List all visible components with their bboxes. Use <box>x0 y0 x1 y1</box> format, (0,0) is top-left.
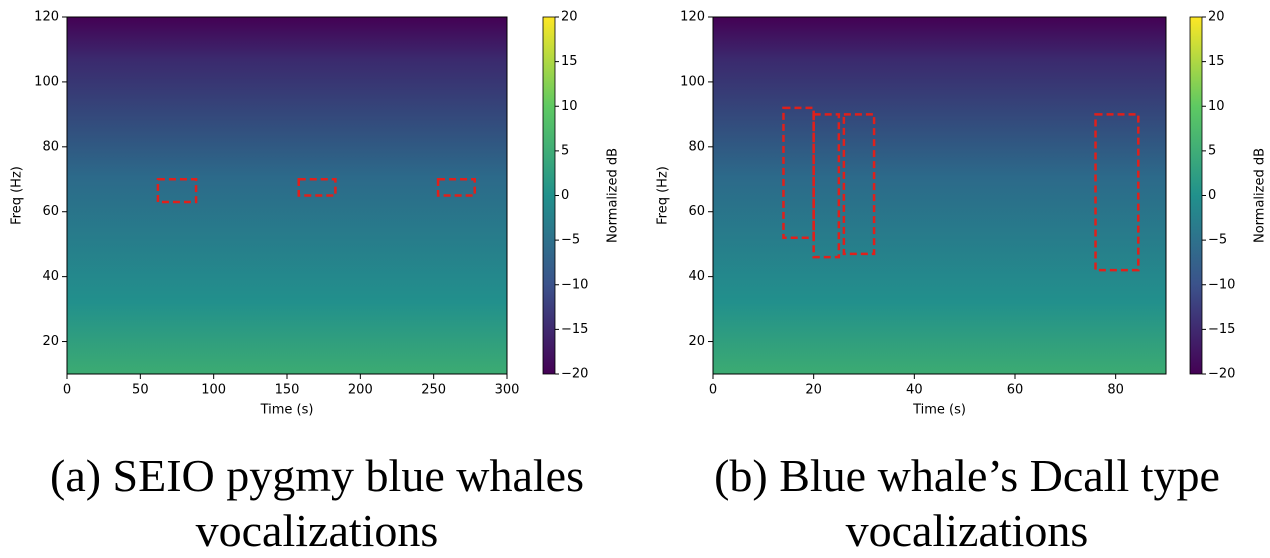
x-tick-label: 40 <box>906 383 923 398</box>
spectrogram-image <box>67 17 507 374</box>
y-tick-label: 60 <box>42 204 59 219</box>
colorbar <box>542 16 556 375</box>
y-axis-label: Freq (Hz) <box>10 166 25 225</box>
colorbar-tick-label: 5 <box>561 143 569 158</box>
colorbar-tick-label: −15 <box>1208 322 1235 337</box>
colorbar-label: Normalized dB <box>606 148 621 243</box>
x-axis-label: Time (s) <box>912 403 966 418</box>
y-tick-label: 120 <box>680 10 705 25</box>
colorbar-tick-label: 5 <box>1208 143 1216 158</box>
y-tick-label: 40 <box>42 269 59 284</box>
x-tick-label: 200 <box>348 383 373 398</box>
colorbar-tick-label: −20 <box>1208 367 1235 382</box>
y-tick-label: 120 <box>34 10 59 25</box>
y-tick-label: 60 <box>688 204 705 219</box>
detection-box <box>156 178 198 204</box>
detection-box <box>842 113 876 256</box>
spectrogram-image <box>713 17 1166 374</box>
y-axis-label: Freq (Hz) <box>656 166 671 225</box>
detection-box <box>782 106 815 239</box>
x-tick-label: 250 <box>421 383 446 398</box>
detection-box <box>1094 113 1140 272</box>
colorbar-tick-label: −5 <box>1208 233 1227 248</box>
colorbar-tick-label: −5 <box>561 233 580 248</box>
y-tick-label: 20 <box>42 334 59 349</box>
y-tick-label: 100 <box>34 74 59 89</box>
colorbar-tick-label: 15 <box>1208 54 1225 69</box>
colorbar-label: Normalized dB <box>1253 148 1268 243</box>
x-tick-label: 80 <box>1107 383 1124 398</box>
x-tick-label: 300 <box>495 383 520 398</box>
colorbar <box>1189 16 1203 375</box>
x-tick-label: 0 <box>709 383 717 398</box>
x-axis-label: Time (s) <box>260 403 314 418</box>
x-tick-label: 150 <box>275 383 300 398</box>
colorbar-tick-label: 20 <box>561 10 578 25</box>
plot-frame <box>712 16 1167 375</box>
detection-box <box>812 113 841 259</box>
y-tick-label: 80 <box>42 139 59 154</box>
detection-box <box>436 178 476 197</box>
colorbar-tick-label: 10 <box>561 99 578 114</box>
colorbar-tick-label: 0 <box>1208 188 1216 203</box>
x-tick-label: 60 <box>1007 383 1024 398</box>
colorbar-tick-label: 20 <box>1208 10 1225 25</box>
caption: (a) SEIO pygmy blue whales vocalizations <box>50 450 584 557</box>
y-tick-label: 100 <box>680 74 705 89</box>
detection-box <box>297 178 337 197</box>
colorbar-tick-label: 0 <box>561 188 569 203</box>
y-tick-label: 40 <box>688 269 705 284</box>
x-tick-label: 20 <box>805 383 822 398</box>
y-tick-label: 20 <box>688 334 705 349</box>
y-tick-label: 80 <box>688 139 705 154</box>
x-tick-label: 50 <box>132 383 149 398</box>
colorbar-tick-label: −10 <box>561 277 588 292</box>
x-tick-label: 100 <box>201 383 226 398</box>
colorbar-tick-label: −20 <box>561 367 588 382</box>
caption: (b) Blue whale’s Dcall type vocalization… <box>714 450 1220 557</box>
x-tick-label: 0 <box>63 383 71 398</box>
colorbar-tick-label: 15 <box>561 54 578 69</box>
colorbar-tick-label: 10 <box>1208 99 1225 114</box>
colorbar-tick-label: −15 <box>561 322 588 337</box>
colorbar-tick-label: −10 <box>1208 277 1235 292</box>
